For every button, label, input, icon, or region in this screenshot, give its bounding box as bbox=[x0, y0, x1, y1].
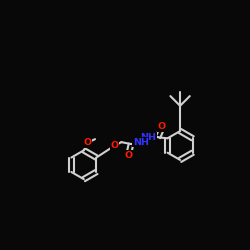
Text: O: O bbox=[110, 141, 119, 150]
Text: O: O bbox=[158, 122, 166, 131]
Text: NH: NH bbox=[140, 133, 156, 142]
Text: O: O bbox=[125, 150, 133, 160]
Text: NH: NH bbox=[133, 138, 149, 147]
Text: O: O bbox=[84, 138, 92, 147]
